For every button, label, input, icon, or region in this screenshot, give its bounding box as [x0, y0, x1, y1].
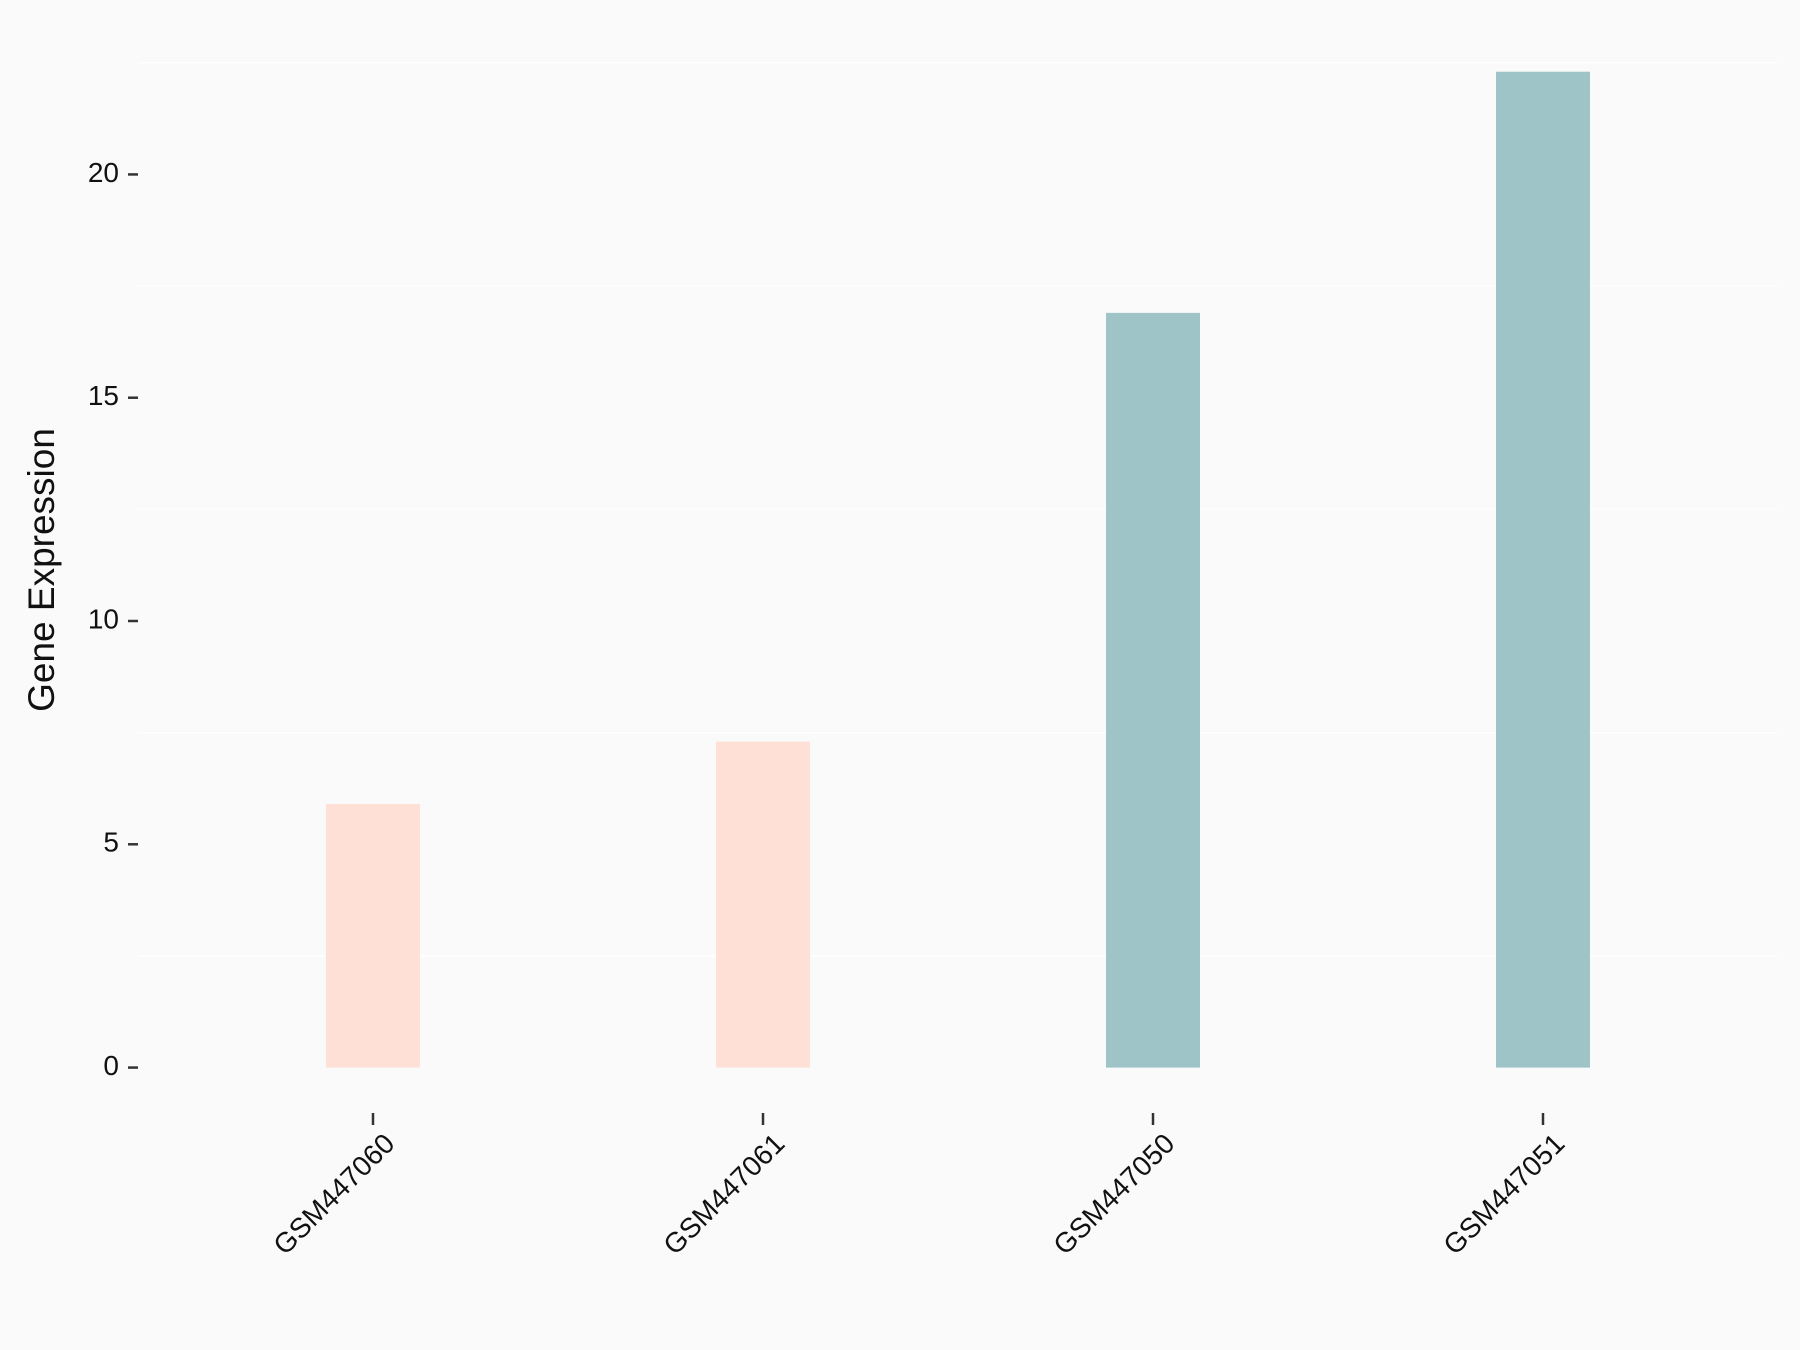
x-tick-label: GSM447061 — [657, 1128, 790, 1261]
y-tick-label: 20 — [88, 157, 119, 188]
bar — [1496, 71, 1590, 1068]
x-tick-label: GSM447051 — [1437, 1128, 1570, 1261]
y-axis-title: Gene Expression — [21, 428, 62, 712]
y-tick-label: 0 — [103, 1050, 119, 1081]
bar — [326, 804, 420, 1068]
x-tick-label: GSM447050 — [1047, 1128, 1180, 1261]
y-tick-label: 15 — [88, 380, 119, 411]
bar — [716, 741, 810, 1068]
bar — [1106, 312, 1200, 1068]
x-tick-label: GSM447060 — [267, 1128, 400, 1261]
y-tick-label: 10 — [88, 603, 119, 634]
y-tick-label: 5 — [103, 827, 119, 858]
